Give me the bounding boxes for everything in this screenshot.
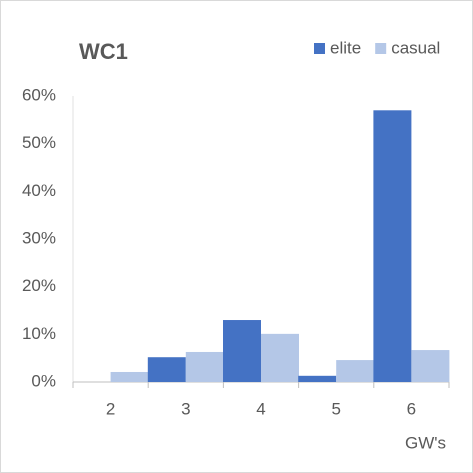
legend-label: casual [391,38,440,57]
x-tick-label: 4 [256,399,265,418]
y-tick-label: 10% [22,324,56,343]
legend-swatch [314,43,325,54]
x-axis-label: GW's [405,433,446,452]
x-tick-label: 2 [106,399,115,418]
bar [336,360,375,382]
legend-swatch [375,43,387,54]
legend-label: elite [330,38,361,57]
x-tick-label: 6 [407,399,416,418]
y-tick-label: 20% [22,276,56,295]
y-tick-label: 0% [31,371,56,390]
chart-title: WC1 [79,39,128,64]
bar [147,357,186,382]
bar [373,110,412,383]
bar [298,375,337,382]
bar [261,333,299,382]
x-tick-label: 3 [181,399,190,418]
y-tick-label: 60% [22,85,56,104]
y-tick-label: 40% [22,181,56,200]
bar [411,350,450,382]
bar [110,371,149,382]
y-tick-label: 50% [22,133,56,152]
x-tick-label: 5 [331,399,340,418]
bar [185,351,224,382]
y-tick-label: 30% [22,228,56,247]
bar [223,320,261,382]
